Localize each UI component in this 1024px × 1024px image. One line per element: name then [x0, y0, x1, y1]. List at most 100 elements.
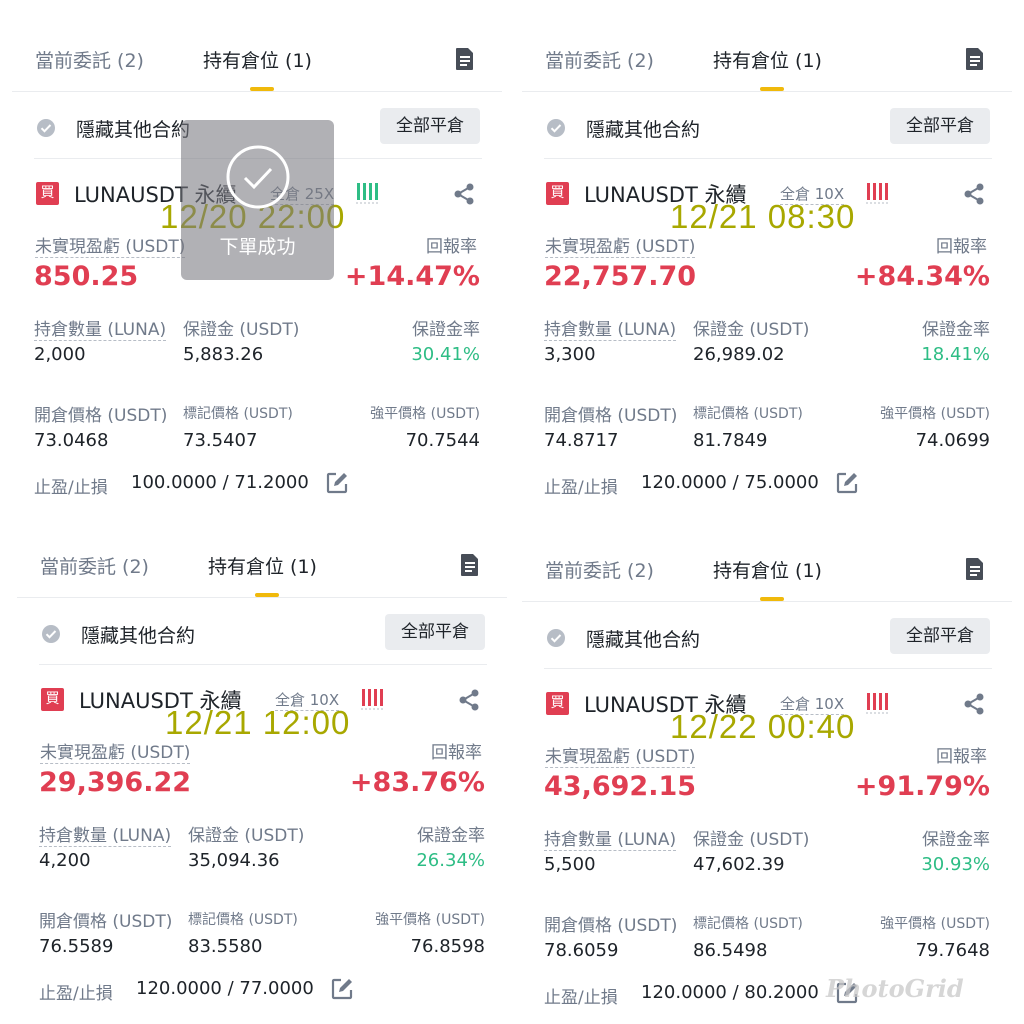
unrealized-pnl-label[interactable]: 未實現盈虧 (USDT) — [40, 738, 191, 764]
entry-price-value: 74.8717 — [544, 430, 619, 451]
checkbox-icon[interactable] — [546, 118, 566, 138]
hide-other-contracts-label[interactable]: 隱藏其他合約 — [76, 119, 191, 141]
tab-open-orders[interactable]: 當前委託 (2) — [35, 50, 144, 72]
position-size-value: 5,500 — [544, 854, 596, 875]
margin-ratio-value: 26.34% — [416, 850, 485, 871]
liquidation-price-label: 強平價格 (USDT) — [880, 916, 990, 932]
contract-symbol[interactable]: LUNAUSDT 永續 — [79, 689, 242, 713]
tp-sl-label: 止盈/止損 — [39, 984, 113, 1004]
unrealized-pnl-label[interactable]: 未實現盈虧 (USDT) — [545, 232, 696, 258]
tab-open-orders[interactable]: 當前委託 (2) — [545, 50, 654, 72]
position-size-label[interactable]: 持倉數量 (LUNA) — [544, 315, 677, 341]
hide-other-contracts-label[interactable]: 隱藏其他合約 — [586, 119, 701, 141]
position-size-value: 3,300 — [544, 344, 596, 365]
close-all-positions-button[interactable]: 全部平倉 — [380, 108, 480, 144]
tab-positions[interactable]: 持有倉位 (1) — [713, 560, 822, 582]
buy-badge: 買 — [546, 692, 569, 715]
margin-ratio-label: 保證金率 — [922, 320, 990, 340]
timestamp-overlay: 12/21 12:00 — [165, 704, 351, 741]
liquidation-price-value: 70.7544 — [405, 430, 480, 451]
edit-icon[interactable] — [836, 472, 858, 494]
divider — [39, 664, 487, 665]
document-icon[interactable] — [460, 553, 480, 577]
hide-other-contracts-row: 隱藏其他合約 全部平倉 — [544, 108, 992, 158]
share-icon[interactable] — [457, 688, 481, 712]
checkbox-icon[interactable] — [41, 624, 61, 644]
entry-price-label: 開倉價格 (USDT) — [39, 912, 173, 932]
roe-value: +83.76% — [349, 767, 485, 798]
tab-positions[interactable]: 持有倉位 (1) — [208, 556, 317, 578]
close-all-positions-button[interactable]: 全部平倉 — [890, 108, 990, 144]
document-icon[interactable] — [965, 557, 985, 581]
edit-icon[interactable] — [836, 982, 858, 1004]
leverage-bars-icon — [361, 689, 385, 710]
tab-open-orders[interactable]: 當前委託 (2) — [545, 560, 654, 582]
roe-label: 回報率 — [936, 237, 987, 257]
position-size-label[interactable]: 持倉數量 (LUNA) — [39, 821, 172, 847]
unrealized-pnl-label[interactable]: 未實現盈虧 (USDT) — [545, 742, 696, 768]
position-size-value: 4,200 — [39, 850, 91, 871]
contract-symbol[interactable]: LUNAUSDT 永續 — [584, 693, 747, 717]
divider — [544, 668, 992, 669]
tp-sl-label: 止盈/止損 — [544, 478, 618, 498]
tab-open-orders[interactable]: 當前委託 (2) — [40, 556, 149, 578]
margin-label: 保證金 (USDT) — [693, 830, 810, 850]
close-all-positions-button[interactable]: 全部平倉 — [890, 618, 990, 654]
share-icon[interactable] — [452, 182, 476, 206]
margin-label: 保證金 (USDT) — [188, 826, 305, 846]
active-tab-indicator — [760, 597, 784, 601]
active-tab-indicator — [250, 87, 274, 91]
margin-label: 保證金 (USDT) — [693, 320, 810, 340]
unrealized-pnl-value: 29,396.22 — [39, 767, 192, 798]
edit-icon[interactable] — [326, 472, 348, 494]
margin-mode-leverage[interactable]: 全倉 10X — [275, 691, 340, 711]
divider — [544, 158, 992, 159]
position-size-label[interactable]: 持倉數量 (LUNA) — [544, 825, 677, 851]
roe-value: +84.34% — [854, 261, 990, 292]
liquidation-price-value: 74.0699 — [915, 430, 990, 451]
entry-price-value: 78.6059 — [544, 940, 619, 961]
margin-value: 5,883.26 — [183, 344, 264, 365]
position-screenshot-2: 當前委託 (2) 持有倉位 (1) 隱藏其他合約 全部平倉 買 LUNAUSDT… — [510, 0, 1017, 507]
margin-ratio-value: 18.41% — [921, 344, 990, 365]
hide-other-contracts-row: 隱藏其他合約 全部平倉 — [39, 614, 487, 664]
checkbox-icon[interactable] — [546, 628, 566, 648]
hide-other-contracts-label[interactable]: 隱藏其他合約 — [81, 625, 196, 647]
margin-mode-leverage[interactable]: 全倉 10X — [780, 695, 845, 715]
share-icon[interactable] — [962, 692, 986, 716]
tp-sl-label: 止盈/止損 — [544, 988, 618, 1008]
tp-sl-value: 120.0000 / 75.0000 — [641, 472, 819, 493]
liquidation-price-label: 強平價格 (USDT) — [375, 912, 485, 928]
toast-message: 下單成功 — [219, 236, 296, 258]
roe-label: 回報率 — [431, 743, 482, 763]
margin-mode-leverage[interactable]: 全倉 10X — [780, 185, 845, 205]
liquidation-price-label: 強平價格 (USDT) — [880, 406, 990, 422]
mark-price-value: 86.5498 — [693, 940, 768, 961]
position-size-label[interactable]: 持倉數量 (LUNA) — [34, 315, 167, 341]
document-icon[interactable] — [455, 47, 475, 71]
leverage-bars-icon — [866, 693, 890, 714]
active-tab-indicator — [760, 87, 784, 91]
margin-ratio-label: 保證金率 — [922, 830, 990, 850]
document-icon[interactable] — [965, 47, 985, 71]
position-size-value: 2,000 — [34, 344, 86, 365]
share-icon[interactable] — [962, 182, 986, 206]
roe-value: +91.79% — [854, 771, 990, 802]
roe-label: 回報率 — [936, 747, 987, 767]
active-tab-indicator — [255, 593, 279, 597]
margin-label: 保證金 (USDT) — [183, 320, 300, 340]
tab-positions[interactable]: 持有倉位 (1) — [203, 50, 312, 72]
contract-symbol[interactable]: LUNAUSDT 永續 — [584, 183, 747, 207]
checkbox-icon[interactable] — [36, 118, 56, 138]
hide-other-contracts-label[interactable]: 隱藏其他合約 — [586, 629, 701, 651]
mark-price-label: 標記價格 (USDT) — [693, 916, 803, 932]
unrealized-pnl-label[interactable]: 未實現盈虧 (USDT) — [35, 232, 186, 258]
edit-icon[interactable] — [331, 978, 353, 1000]
entry-price-label: 開倉價格 (USDT) — [544, 406, 678, 426]
tp-sl-value: 120.0000 / 77.0000 — [136, 978, 314, 999]
entry-price-label: 開倉價格 (USDT) — [34, 406, 168, 426]
tab-positions[interactable]: 持有倉位 (1) — [713, 50, 822, 72]
position-tabs: 當前委託 (2) 持有倉位 (1) — [12, 0, 502, 92]
close-all-positions-button[interactable]: 全部平倉 — [385, 614, 485, 650]
timestamp-overlay: 12/22 00:40 — [670, 708, 856, 745]
